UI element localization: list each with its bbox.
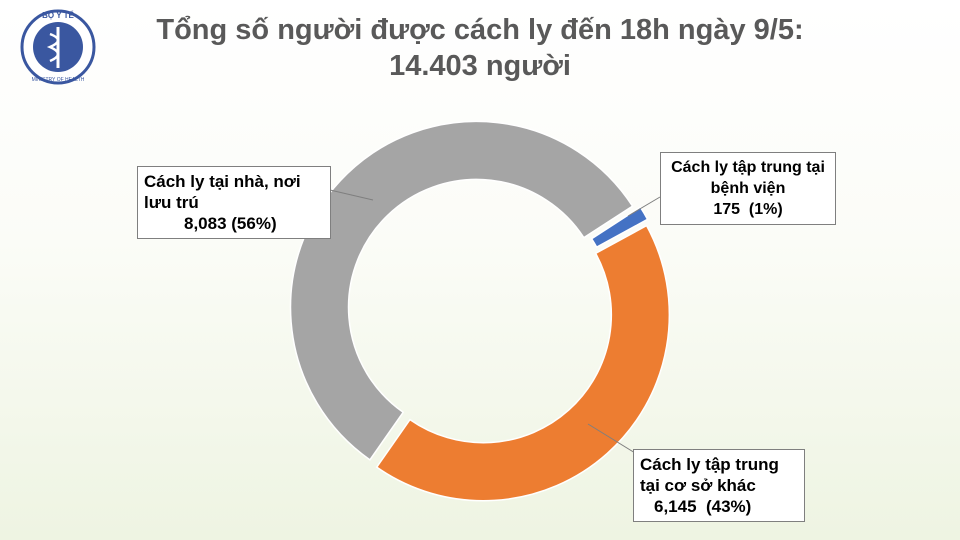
value-label: 8,083 (56%) [184, 214, 277, 233]
donut [289, 120, 671, 502]
chart-title: Tổng số người được cách ly đến 18h ngày … [156, 14, 804, 46]
leader-line [329, 189, 374, 201]
logo-snake [46, 32, 60, 63]
logo-text-bottom: MINISTRY OF HEALTH [32, 77, 85, 83]
category-label: Cách ly tập trung tại cơ sở khác [640, 455, 779, 495]
category-label: Cách ly tại nhà, nơi lưu trú [144, 172, 301, 212]
logo-text-top: BỘ Y TẾ [42, 10, 74, 20]
label-box: Cách ly tập trung tại bệnh viện 175 (1%) [660, 152, 836, 225]
label-box: Cách ly tại nhà, nơi lưu trú 8,083 (56%) [137, 166, 331, 239]
donut-segment [289, 120, 634, 461]
category-label: Cách ly tập trung tại bệnh viện [671, 159, 825, 197]
chart-subtitle: 14.403 người [389, 50, 571, 82]
donut-segment [375, 224, 671, 502]
value-label: 175 (1%) [713, 201, 783, 218]
leader-line [587, 423, 641, 457]
logo: BỘ Y TẾ MINISTRY OF HEALTH [20, 9, 96, 85]
title-block: Tổng số người được cách ly đến 18h ngày … [60, 12, 900, 84]
donut-segment [590, 206, 649, 249]
label-box: Cách ly tập trung tại cơ sở khác 6,145 (… [633, 449, 805, 522]
value-label: 6,145 (43%) [654, 497, 752, 516]
leader-line [627, 196, 661, 217]
